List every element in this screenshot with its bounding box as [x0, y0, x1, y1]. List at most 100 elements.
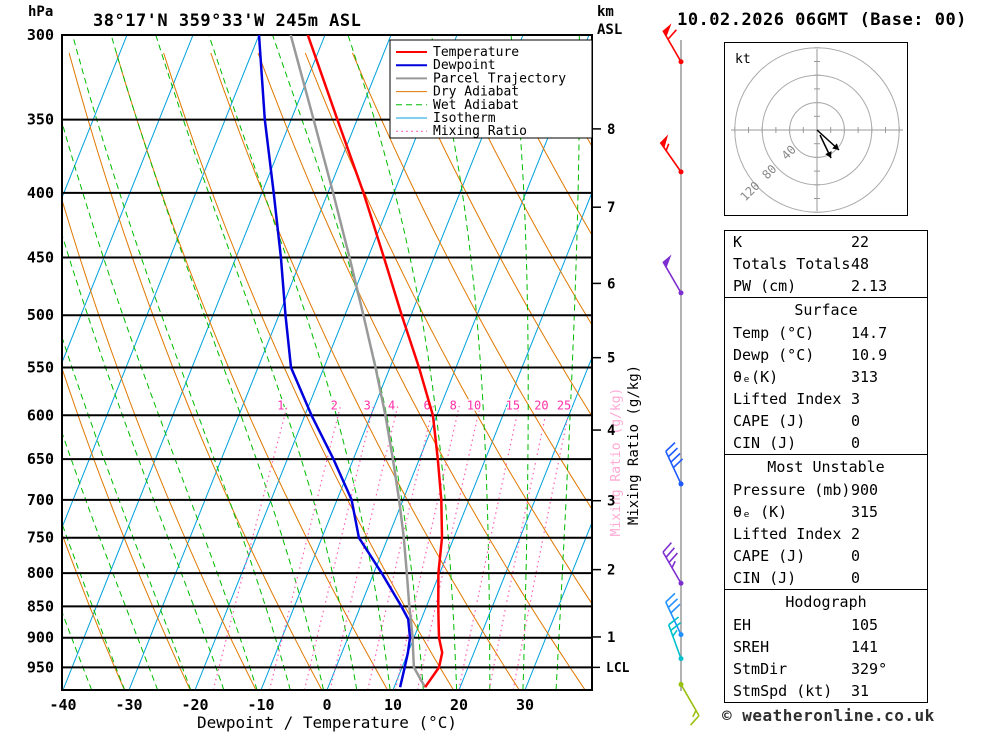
stats-label: CAPE (J): [733, 547, 806, 565]
stats-row: StmDir 329°: [725, 658, 927, 680]
temp-tick-label: 20: [450, 696, 468, 714]
stats-label: Dewp (°C): [733, 346, 815, 364]
wind-barb-feather: [670, 621, 682, 632]
mixing-ratio-value-label: 1: [277, 398, 284, 412]
stats-value: 14.7: [851, 324, 888, 342]
isotherm-line: [458, 356, 592, 690]
wind-barb: [662, 542, 684, 586]
wind-barb-staff: [680, 684, 700, 717]
pressure-tick-label: 850: [27, 597, 54, 615]
stats-value: 48: [851, 255, 870, 273]
isotherm-line: [128, 35, 392, 690]
legend-label: Isotherm: [433, 111, 496, 126]
wet-adiabat-line: [110, 35, 325, 690]
temp-tick-label: -20: [181, 696, 208, 714]
stats-label: Lifted Index: [733, 525, 842, 543]
wind-barb-feather: [692, 710, 697, 718]
stats-row: Lifted Index 2: [725, 523, 927, 545]
km-tick-label: 4: [607, 423, 615, 439]
wet-adiabat-line: [555, 35, 580, 690]
km-tick-label: 2: [607, 563, 615, 579]
wet-adiabat-line: [72, 35, 291, 690]
wind-barb-feather: [665, 547, 675, 558]
wind-barb-flag: [660, 134, 669, 149]
pressure-tick-label: 650: [27, 450, 54, 468]
temp-tick-label: 30: [516, 696, 534, 714]
dry-adiabat-line: [446, 52, 592, 326]
temp-tick-label: 0: [322, 696, 331, 714]
isotherm-line: [326, 35, 590, 690]
stats-label: CIN (J): [733, 434, 797, 452]
wind-barb-feather: [671, 560, 676, 569]
hodograph-ring-label: 40: [779, 142, 799, 162]
stats-value: 10.9: [851, 346, 888, 364]
stats-label: θₑ (K): [733, 503, 788, 521]
dry-adiabat-line: [62, 532, 125, 690]
mixing-ratio-value-label: 8: [450, 398, 457, 412]
wet-adiabat-line: [0, 26, 26, 690]
indices-tables: K 22 Totals Totals 48 PW (cm) 2.13 Surface Temp…: [724, 230, 928, 703]
stats-value: 3: [851, 390, 861, 408]
km-tick-label: 1: [607, 630, 615, 646]
mixing-ratio-value-label: 20: [534, 398, 548, 412]
isotherm-line: [62, 35, 194, 364]
wet-adiabat-line: [155, 35, 358, 690]
pressure-tick-label: 350: [27, 111, 54, 129]
pressure-tick-label: 300: [27, 26, 54, 44]
wind-barb-feather: [670, 603, 681, 614]
mixing-ratio-axis-label-pink: Mixing Ratio (g/kg): [609, 388, 624, 537]
wind-barb: [665, 442, 684, 487]
stats-table: Hodograph EH 105 SREH 141 StmDir 329° StmSpd (k…: [724, 589, 928, 703]
stats-label: θₑ(K): [733, 368, 779, 386]
stats-row: θₑ (K) 315: [725, 501, 927, 523]
stats-row: CAPE (J) 0: [725, 545, 927, 567]
km-tick-label: 3: [607, 494, 615, 510]
stats-table-header: Most Unstable: [767, 458, 885, 476]
pressure-tick-label: 750: [27, 529, 54, 547]
dry-adiabat-line: [62, 198, 257, 690]
stats-value: 0: [851, 547, 861, 565]
mixing-ratio-axis-label: Mixing Ratio (g/kg): [626, 365, 642, 525]
alt-unit-km-label: km: [597, 4, 614, 20]
parcel-trajectory-curve: [289, 35, 427, 688]
copyright-text: © weatheronline.co.uk: [722, 706, 935, 725]
wet-adiabat-line: [62, 233, 225, 690]
hodograph-ring: [789, 102, 845, 158]
stats-label: Pressure (mb): [733, 481, 851, 499]
pressure-tick-label: 800: [27, 564, 54, 582]
pressure-tick-label: 450: [27, 248, 54, 266]
wind-barb: [662, 23, 684, 65]
plot-frame: [61, 34, 593, 691]
pressure-tick-label: 500: [27, 306, 54, 324]
temp-tick-label: -30: [115, 696, 142, 714]
stats-value: 900: [851, 481, 879, 499]
pressure-tick-label: 950: [27, 658, 54, 676]
stats-table-header: Hodograph: [785, 593, 867, 611]
temp-tick-label: -10: [247, 696, 274, 714]
stats-row: CIN (J) 0: [725, 432, 927, 454]
mixing-ratio-value-label: 15: [506, 398, 520, 412]
stats-table: Most Unstable Pressure (mb) 900 θₑ (K) 315 Li…: [724, 454, 928, 590]
km-tick-label: 8: [607, 122, 615, 138]
stats-label: StmSpd (kt): [733, 682, 833, 700]
stats-table-header: Surface: [794, 301, 858, 319]
pressure-tick-label: 600: [27, 406, 54, 424]
stats-row: StmSpd (kt) 31: [725, 680, 927, 702]
isotherm-line: [62, 35, 128, 199]
legend-label: Dry Adiabat: [433, 85, 519, 100]
stats-row: Lifted Index 3: [725, 388, 927, 410]
stats-label: CAPE (J): [733, 412, 806, 430]
legend-label: Mixing Ratio: [433, 124, 527, 139]
hodograph-panel: kt 40 80 120: [724, 42, 908, 216]
wind-barb-feather: [665, 143, 670, 151]
pressure-unit-label: hPa: [28, 4, 53, 20]
stats-value: 22: [851, 233, 870, 251]
temp-tick-label: 10: [384, 696, 402, 714]
wind-barb-feather: [668, 616, 680, 626]
km-tick-label: 6: [607, 276, 615, 292]
wind-barb-staff: [659, 141, 682, 173]
wet-adiabat-line: [208, 35, 391, 690]
stats-row: Pressure (mb) 900: [725, 479, 927, 501]
